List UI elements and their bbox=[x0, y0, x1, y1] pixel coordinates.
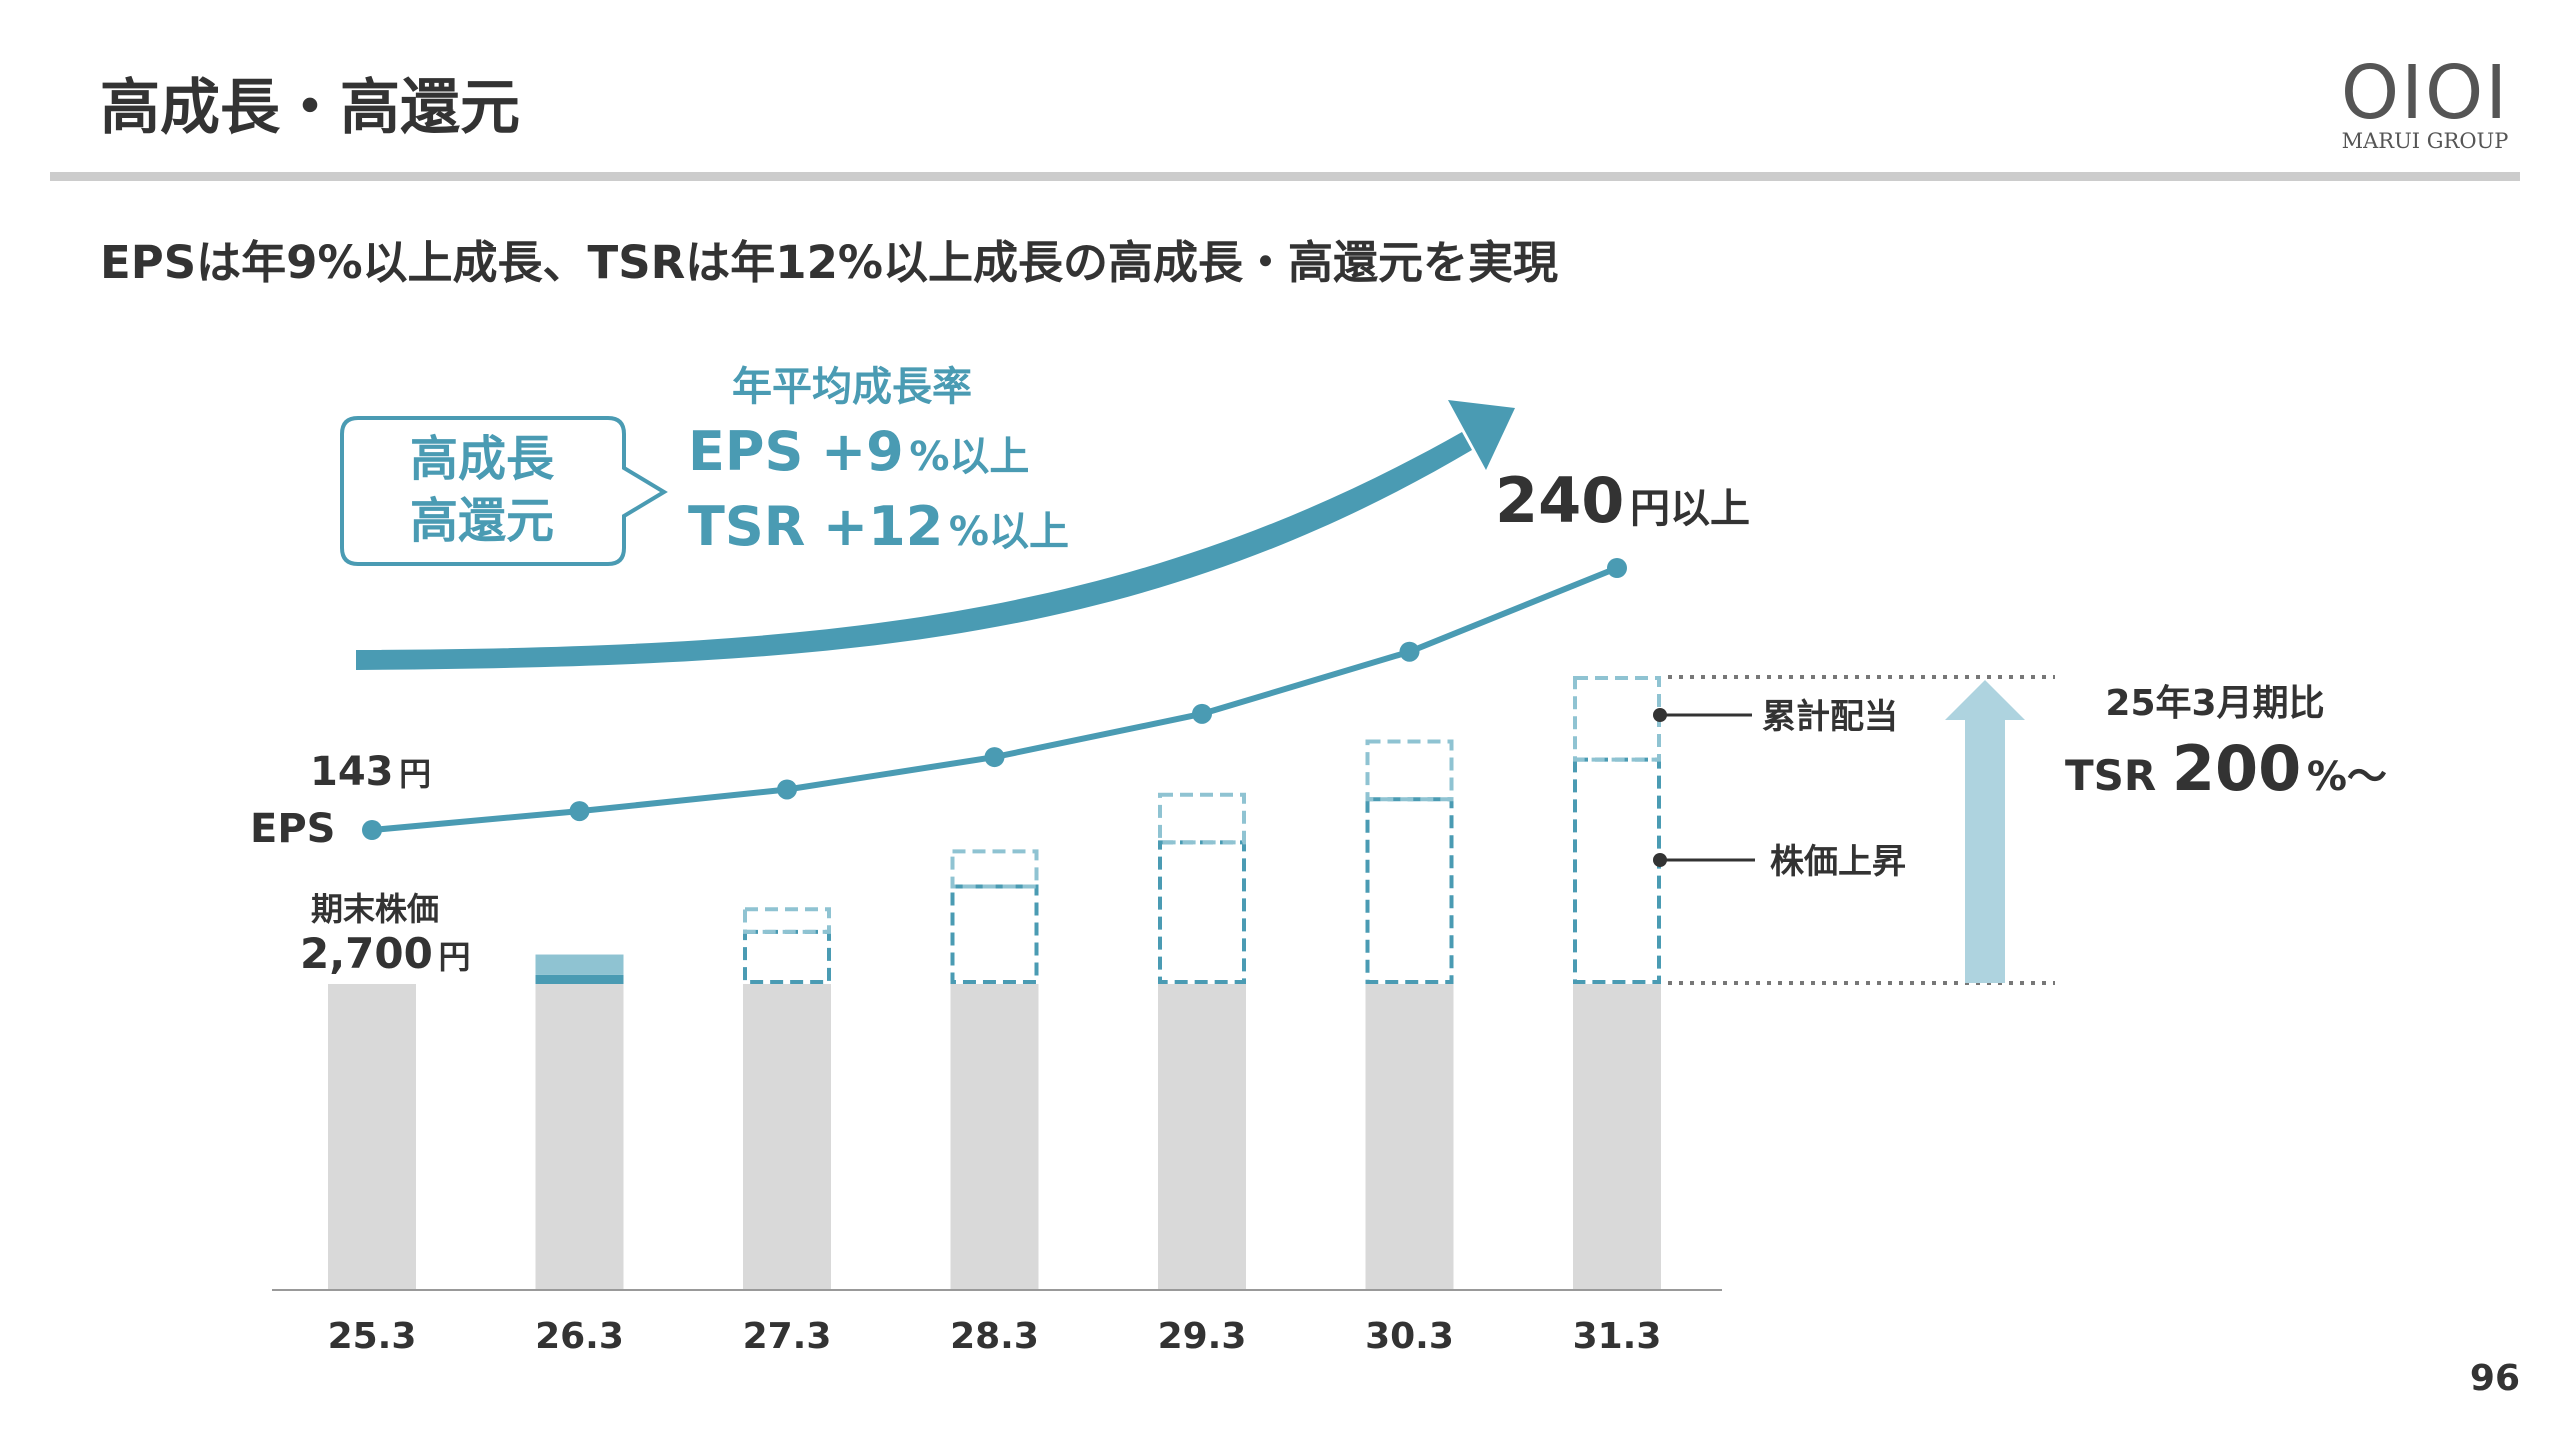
growth-arrow-head bbox=[1448, 400, 1515, 470]
bar-rise-29.3 bbox=[1158, 840, 1246, 984]
logo-mark: OIOI bbox=[2341, 50, 2509, 136]
price-unit: 円 bbox=[438, 938, 470, 976]
price-label: 期末株価 bbox=[311, 890, 439, 928]
tsr-target: TSR 200 %〜 bbox=[2065, 732, 2387, 805]
bar-price-25.3 bbox=[328, 984, 416, 1290]
tsr-target-value: 200 bbox=[2172, 732, 2301, 805]
x-tick-26.3: 26.3 bbox=[535, 1316, 624, 1357]
bar-dividend-30.3 bbox=[1365, 739, 1454, 802]
tsr-arrow bbox=[1945, 680, 2025, 983]
eps-end-unit: 円以上 bbox=[1630, 486, 1750, 532]
tsr-arrow-shaft bbox=[1965, 718, 2005, 983]
bar-dividend-27.3 bbox=[743, 907, 831, 934]
bar-price-26.3 bbox=[535, 984, 624, 1290]
callout-box: 高成長 高還元 bbox=[340, 416, 668, 566]
eps-point-27.3 bbox=[777, 779, 797, 800]
marui-logo: OIOI MARUI GROUP bbox=[2341, 50, 2509, 153]
bar-dividend-29.3 bbox=[1158, 792, 1246, 845]
eps-start-unit: 円 bbox=[399, 755, 431, 793]
growth-arrow-body bbox=[356, 432, 1472, 670]
tsr-arrow-head bbox=[1945, 680, 2025, 720]
x-tick-25.3: 25.3 bbox=[328, 1316, 417, 1357]
bar-rise-31.3 bbox=[1573, 757, 1661, 984]
eps-point-25.3 bbox=[362, 820, 382, 840]
x-tick-labels: 25.3 26.3 27.3 28.3 29.3 30.3 31.3 bbox=[328, 1316, 1662, 1357]
bar-rise-30.3 bbox=[1365, 797, 1454, 984]
growth-eps-label: EPS bbox=[688, 420, 803, 483]
page-title: 高成長・高還元 bbox=[100, 73, 520, 143]
bar-price-28.3 bbox=[950, 984, 1039, 1290]
header-rule bbox=[50, 172, 2520, 181]
legend-price-rise: 株価上昇 bbox=[1653, 842, 1906, 882]
eps-point-30.3 bbox=[1399, 641, 1420, 662]
legend-dividend: 累計配当 bbox=[1653, 697, 1898, 737]
growth-eps-unit: %以上 bbox=[909, 434, 1029, 480]
tsr-target-unit: %〜 bbox=[2307, 754, 2387, 800]
eps-point-29.3 bbox=[1192, 703, 1212, 724]
price-annotation: 2,700 円 bbox=[300, 929, 470, 978]
page-number: 96 bbox=[2470, 1358, 2520, 1399]
tsr-base-note: 25年3月期比 bbox=[2105, 683, 2324, 724]
x-tick-27.3: 27.3 bbox=[743, 1316, 832, 1357]
subtitle: EPSは年9%以上成長、TSRは年12%以上成長の高成長・高還元を実現 bbox=[100, 236, 1558, 289]
eps-start-annotation: 143 円 bbox=[310, 749, 431, 795]
x-tick-31.3: 31.3 bbox=[1573, 1316, 1662, 1357]
legend-price-rise-label: 株価上昇 bbox=[1770, 842, 1906, 882]
callout-outline bbox=[340, 416, 668, 566]
callout-line-1: 高成長 bbox=[410, 431, 555, 487]
x-tick-30.3: 30.3 bbox=[1365, 1316, 1454, 1357]
bar-dividend-26.3 bbox=[535, 954, 624, 975]
bar-price-31.3 bbox=[1573, 984, 1661, 1290]
x-tick-29.3: 29.3 bbox=[1158, 1316, 1247, 1357]
growth-tsr-label: TSR bbox=[688, 495, 805, 558]
eps-point-28.3 bbox=[984, 747, 1005, 768]
eps-point-26.3 bbox=[569, 801, 590, 822]
logo-text: MARUI GROUP bbox=[2342, 129, 2509, 153]
growth-rates: 年平均成長率 EPS +9 %以上 TSR +12 %以上 bbox=[688, 364, 1069, 558]
eps-end-value: 240 bbox=[1495, 464, 1624, 537]
bar-price-29.3 bbox=[1158, 984, 1246, 1290]
bar-rise-27.3 bbox=[743, 929, 831, 984]
bar-dividend-28.3 bbox=[950, 849, 1039, 889]
eps-end-annotation: 240 円以上 bbox=[1495, 464, 1750, 537]
growth-tsr-unit: %以上 bbox=[949, 509, 1069, 555]
growth-tsr-value: +12 bbox=[823, 495, 943, 558]
growth-heading: 年平均成長率 bbox=[732, 364, 972, 410]
x-tick-28.3: 28.3 bbox=[950, 1316, 1039, 1357]
growth-arrow bbox=[356, 400, 1515, 670]
bar-rise-28.3 bbox=[950, 884, 1039, 984]
growth-tsr-line: TSR +12 %以上 bbox=[688, 495, 1069, 558]
legend-dividend-label: 累計配当 bbox=[1762, 697, 1898, 737]
callout-line-2: 高還元 bbox=[410, 493, 554, 549]
growth-eps-line: EPS +9 %以上 bbox=[688, 420, 1029, 483]
bar-dividend-31.3 bbox=[1573, 676, 1661, 762]
growth-eps-value: +9 bbox=[821, 420, 904, 483]
eps-start-value: 143 bbox=[310, 749, 394, 795]
price-value: 2,700 bbox=[300, 929, 433, 978]
tsr-target-label: TSR bbox=[2065, 751, 2156, 800]
bar-price-30.3 bbox=[1365, 984, 1454, 1290]
eps-series-label: EPS bbox=[250, 806, 335, 852]
eps-line-layer bbox=[362, 558, 1627, 840]
eps-point-31.3 bbox=[1607, 558, 1627, 578]
bars-layer bbox=[328, 676, 1661, 1290]
bar-rise-26.3 bbox=[535, 974, 624, 984]
bar-price-27.3 bbox=[743, 984, 831, 1290]
